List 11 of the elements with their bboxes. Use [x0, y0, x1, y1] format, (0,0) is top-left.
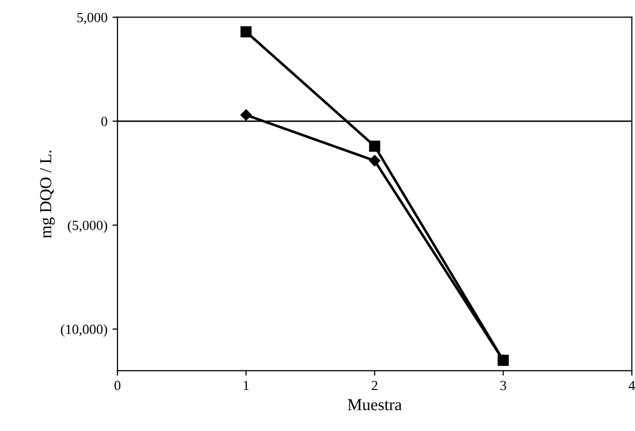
y-tick-label: 5,000 — [77, 12, 108, 24]
x-tick-label: 3 — [500, 380, 506, 390]
x-axis-title: Muestra — [348, 399, 402, 410]
x-tick-label: 1 — [244, 380, 249, 390]
y-tick-label: (10,000) — [60, 324, 108, 337]
y-tick-label: 0 — [101, 116, 108, 126]
x-tick-label: 4 — [628, 380, 635, 390]
y-axis-title: mg DQO / L. — [40, 150, 55, 238]
x-tick-label: 2 — [372, 380, 378, 390]
y-tick-label: (5,000) — [68, 220, 108, 233]
x-tick-label: 0 — [114, 380, 120, 390]
